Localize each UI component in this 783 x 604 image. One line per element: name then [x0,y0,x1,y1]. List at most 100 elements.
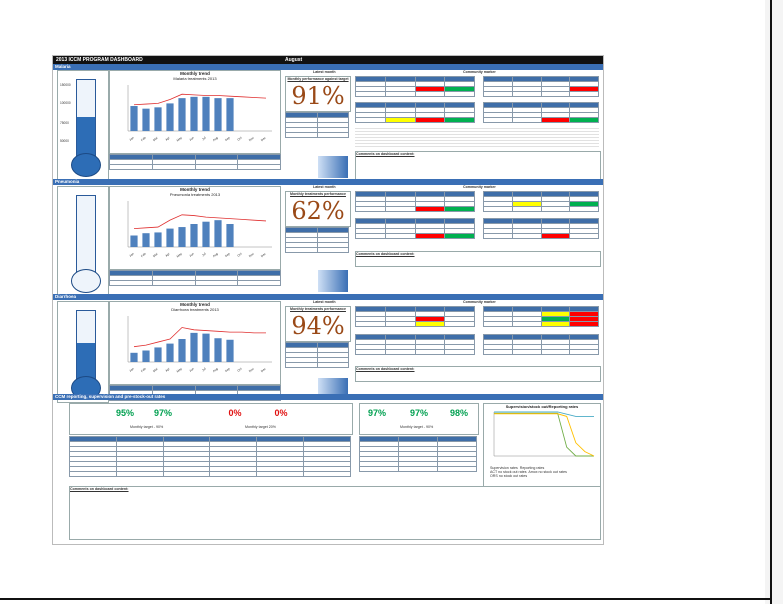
thermometer-bulb [71,153,101,177]
bar [154,107,162,131]
bar [142,108,150,131]
x-tick-label: Oct [236,136,242,142]
window-margin [765,0,783,604]
x-tick-label: Dec [260,251,267,258]
legend-item: Supervision rates [490,466,518,470]
diarrhoea-latest-table [285,342,349,368]
chart-title: Monthly trend [180,302,210,307]
chart-title: Monthly trend [180,71,210,76]
x-tick-label: Jun [188,366,195,372]
x-tick-label: Nov [248,251,255,258]
x-tick-label: Feb [140,366,147,373]
window-edge-right [770,0,772,604]
diarrhoea-community-table-1 [355,306,475,327]
x-tick-label: Apr [164,136,170,142]
dashboard-page: 2013 ICCM PROGRAM DASHBOARD August Malar… [52,55,604,545]
rate-percent-4: 0% [274,408,288,418]
x-tick-label: Jan [128,366,135,372]
bar [214,338,222,362]
comments-label: Comments on dashboard content: [356,152,415,156]
chart-subtitle: Diarrhoea treatments 2013 [171,307,219,312]
thermometer-tube [76,79,96,159]
thermometer-panel-malaria: 150000 100000 75000 50000 [57,70,109,180]
target-label-2: Monthly target 20% [245,425,276,429]
x-tick-label: Jul [201,366,207,372]
stockout-rates-table [359,436,477,472]
x-tick-label: Nov [248,135,255,142]
performance-percent: 62% [291,197,345,225]
thermometer-fill [77,342,95,381]
x-tick-label: Aug [212,251,219,258]
comments-box-pneumonia[interactable]: Comments on dashboard content: [355,251,601,267]
comments-label: Comments on dashboard content: [356,367,415,371]
x-tick-label: Dec [260,366,267,373]
x-tick-label: Aug [212,135,219,142]
trend-line [133,327,266,348]
legend-item: ORS no stock out rates [490,474,528,478]
bar [202,96,210,131]
series-line [494,411,594,417]
malaria-community-table-3 [355,102,475,123]
perf-label: Monthly treatments performance [290,307,346,311]
perf-label: Monthly performance against target [287,77,349,81]
comments-box-malaria[interactable]: Comments on dashboard content: [355,151,601,180]
trend-line [133,214,267,229]
trend-line [133,93,267,106]
comments-label: Comments on dashboard content: [70,487,129,491]
community-marker-label: Community marker [463,185,496,189]
pneumonia-bar-chart: Jan Feb Mar Apr May Jun Jul Aug Sep Oct Nov Dec [127,201,272,258]
diarrhoea-community-table-2 [483,306,599,327]
dashboard-title: 2013 ICCM PROGRAM DASHBOARD [56,57,143,63]
thermometer-panel-pneumonia [57,186,109,296]
malaria-gradient-bars [318,156,348,178]
section-pneumonia: Pneumonia [53,179,603,185]
bar [130,106,138,131]
comments-label: Comments on dashboard content: [356,252,415,256]
x-tick-label: Jul [201,135,207,141]
bar [178,339,186,362]
comments-box-bottom[interactable]: Comments on dashboard content: [69,486,601,540]
target-label-3: Monthly target - 90% [400,425,434,429]
x-tick-label: Aug [212,366,219,373]
x-tick-label: May [176,135,183,142]
performance-percent: 94% [291,312,345,340]
diarrhoea-bar-chart: Jan Feb Mar Apr May Jun Jul Aug Sep Oct Nov Dec [127,316,272,373]
x-tick-label: Dec [260,135,267,142]
bar [202,333,210,362]
rate-percent-7: 98% [449,408,468,418]
bar [190,96,198,131]
target-label-1: Monthly target - 90% [130,425,164,429]
bar [214,220,222,247]
malaria-community-table-1 [355,76,475,97]
x-tick-label: Mar [152,136,159,142]
bar [190,332,198,362]
performance-box-diarrhoea: Monthly treatments performance 94% [285,306,351,342]
chart-legend: Supervision rates Reporting rates ACT no… [490,466,600,478]
comments-box-diarrhoea[interactable]: Comments on dashboard content: [355,366,601,382]
x-tick-label: Feb [140,135,147,142]
rates-box-left: 95% 97% 0% 0% Monthly target - 90% Month… [69,403,353,435]
thermometer-panel-diarrhoea [57,301,109,403]
district-rates-table [69,436,351,477]
pneumonia-community-table-1 [355,191,475,212]
x-tick-label: Oct [236,252,242,258]
report-month: August [285,57,303,63]
x-tick-label: May [176,366,183,373]
thermometer-fill [77,117,95,158]
rates-line-chart-panel: Supervision/stock out/Reporting rates Su… [483,403,601,487]
section-malaria: Malaria [53,64,603,70]
latest-month-label: Latest month [313,185,336,189]
x-tick-label: Mar [152,252,159,258]
bar [154,232,162,247]
x-tick-label: Nov [248,366,255,373]
thermometer-bulb [71,269,101,293]
chart-subtitle: Pneumonia treatments 2013 [169,192,221,197]
rate-percent-1: 95% [115,408,134,418]
bar [142,233,150,247]
bar [142,350,150,362]
bar [154,347,162,362]
bar [190,224,198,247]
pneumonia-gradient-bars [318,270,348,292]
malaria-notes-text [355,128,599,148]
bar [166,103,174,131]
